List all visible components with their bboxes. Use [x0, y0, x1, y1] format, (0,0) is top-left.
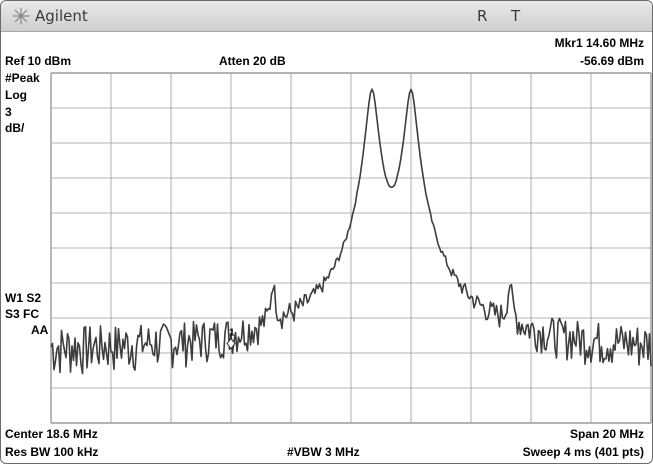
detector-mode-label: #Peak: [5, 71, 40, 85]
scale-unit-label: dB/: [5, 121, 25, 135]
scale-value-label: 3: [5, 105, 12, 119]
trace-state-line-1: W1 S2: [5, 291, 42, 305]
span-label: Span 20 MHz: [569, 427, 644, 441]
marker-number-label: 1: [229, 328, 235, 339]
spectrum-trace: [50, 88, 652, 375]
title-bar: Agilent R T: [1, 1, 652, 32]
sweep-time-label: Sweep 4 ms (401 pts): [522, 445, 644, 459]
status-trigger-indicator: T: [511, 7, 521, 25]
brand-name: Agilent: [35, 7, 88, 25]
agilent-spark-logo-icon: [12, 7, 30, 25]
center-frequency-label: Center 18.6 MHz: [5, 427, 98, 441]
marker-diamond-icon: [226, 337, 236, 350]
video-bandwidth-label: #VBW 3 MHz: [287, 445, 360, 459]
attenuation-label: Atten 20 dB: [219, 54, 286, 68]
reference-level-label: Ref 10 dBm: [5, 54, 72, 68]
trace-state-line-2: S3 FC: [5, 307, 40, 321]
marker-frequency-readout: Mkr1 14.60 MHz: [554, 36, 644, 50]
marker-1: 1: [226, 328, 236, 350]
marker-amplitude-readout: -56.69 dBm: [579, 54, 644, 68]
scale-type-label: Log: [5, 88, 27, 102]
trace-state-line-3: AA: [31, 323, 49, 337]
status-remote-indicator: R: [477, 7, 488, 25]
graticule: [50, 72, 652, 424]
resolution-bandwidth-label: Res BW 100 kHz: [5, 445, 99, 459]
